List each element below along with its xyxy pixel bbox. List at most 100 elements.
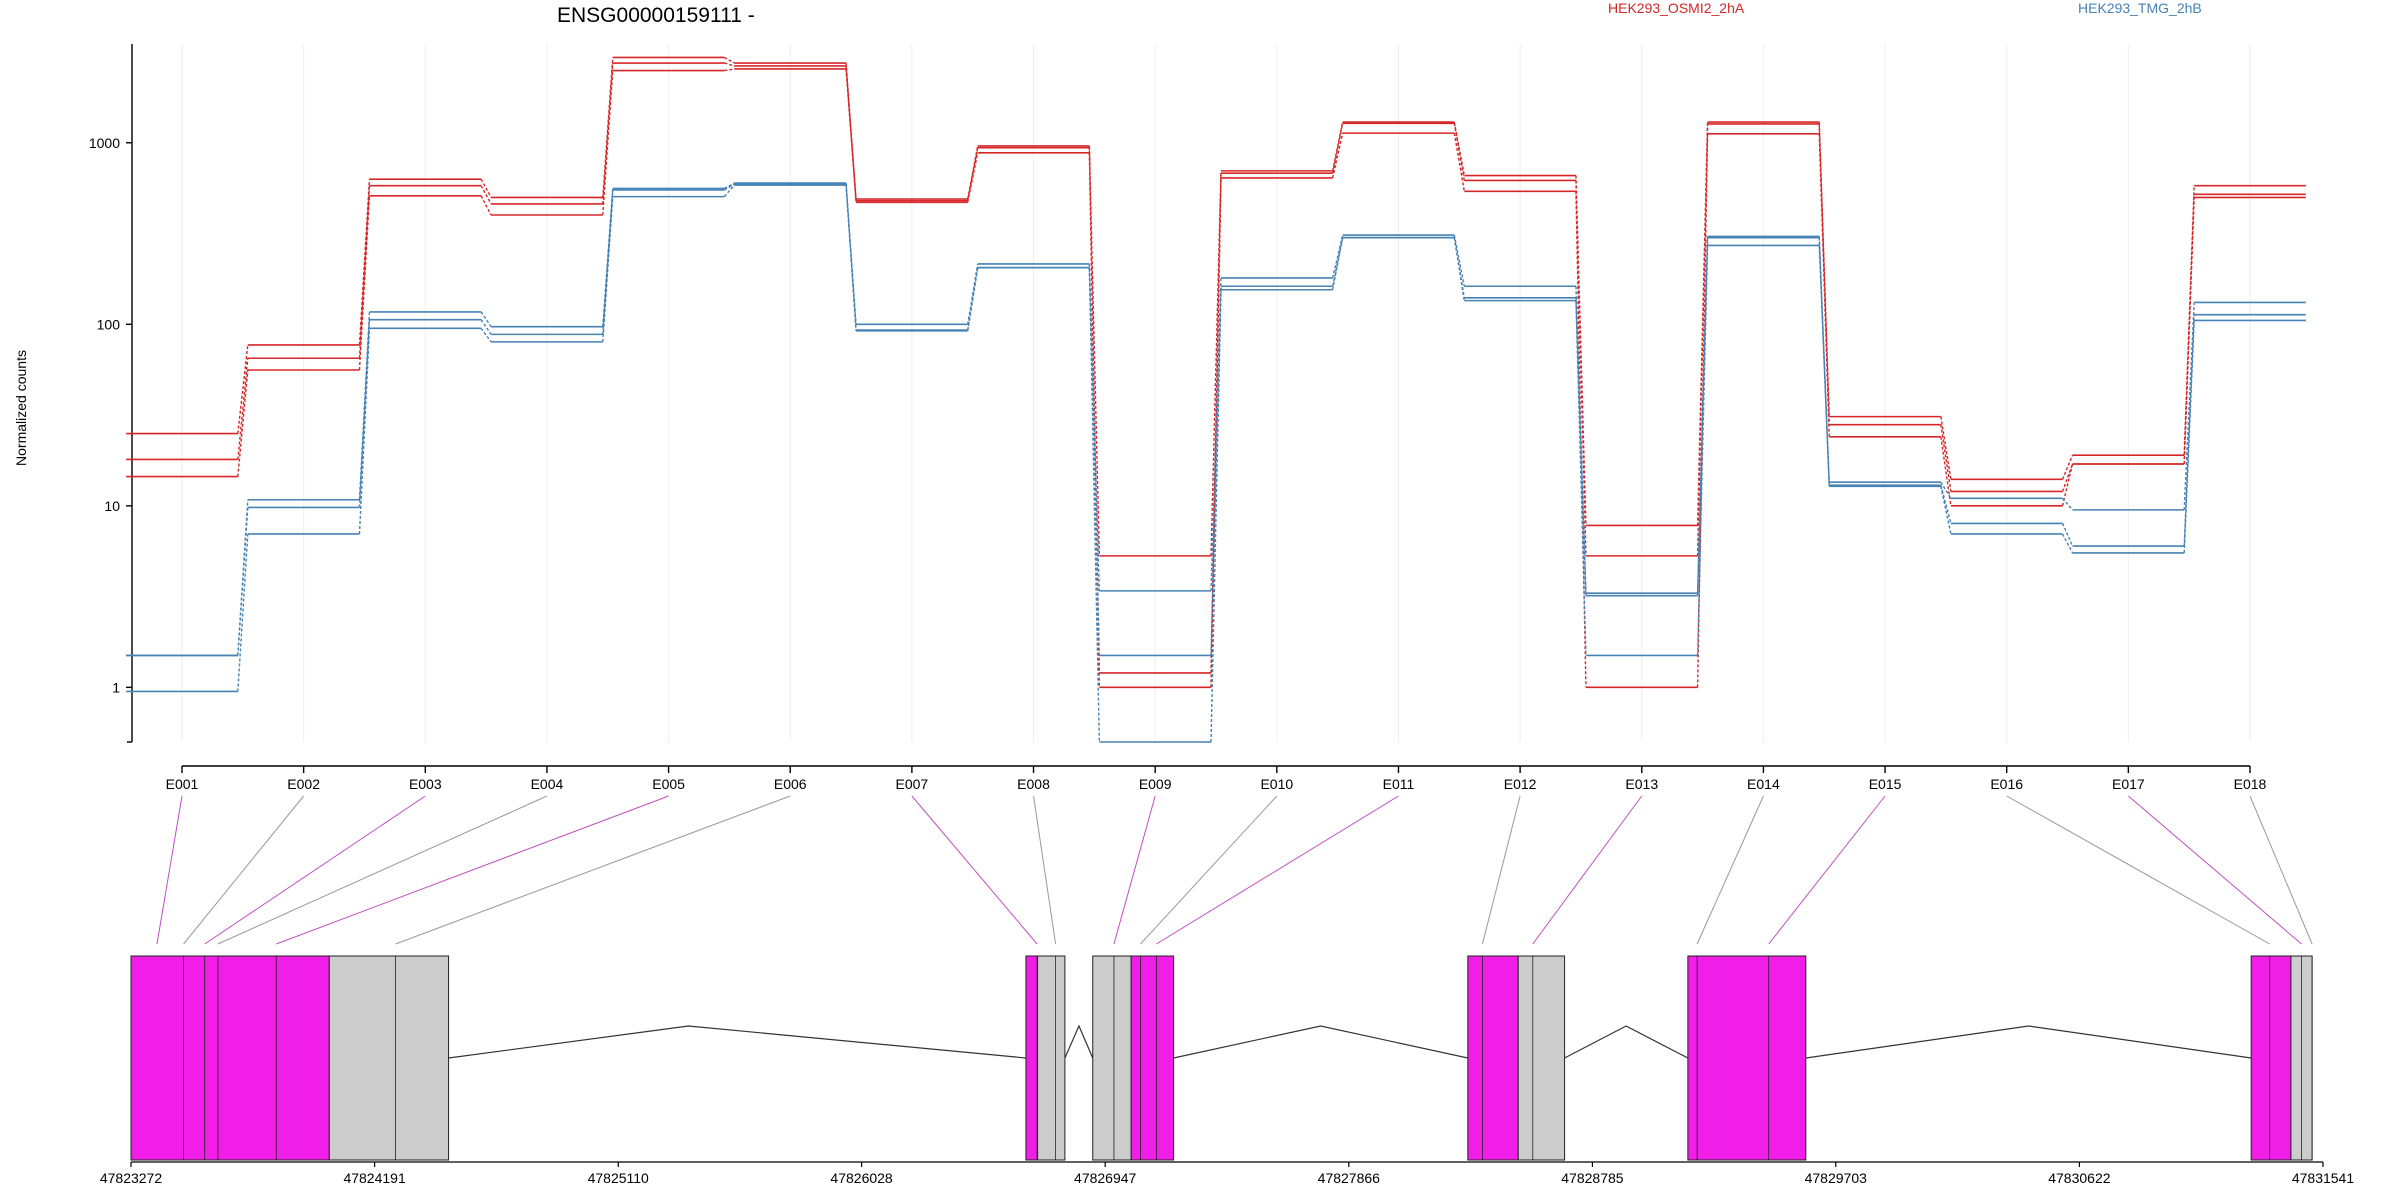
- series-connector: [1088, 267, 1101, 743]
- series-connector: [1940, 424, 1952, 492]
- series-connector: [845, 65, 857, 201]
- series-connector: [1940, 481, 1952, 499]
- series-connector: [1331, 121, 1344, 172]
- series-connector: [237, 533, 249, 692]
- x-tick-label: E017: [2112, 776, 2145, 792]
- grid-lines: [181, 44, 2251, 742]
- series-connector: [724, 62, 735, 67]
- exon-block: [1130, 955, 1175, 1161]
- legend-entry-osmi2: HEK293_OSMI2_2hA: [1608, 0, 1745, 16]
- series-connector: [724, 182, 735, 190]
- genomic-tick-label: 47828785: [1561, 1170, 1624, 1186]
- series-connector: [724, 68, 735, 72]
- exon-connector: [204, 795, 426, 945]
- exon-block: [2250, 955, 2292, 1161]
- series-connector: [967, 147, 979, 201]
- exon-connectors: [156, 795, 2313, 945]
- series-hek293_tmg_2hb-3: [126, 182, 2306, 657]
- x-tick-label: E012: [1504, 776, 1537, 792]
- series-connector: [1575, 300, 1587, 656]
- series-connector: [1331, 123, 1344, 174]
- x-tick-label: E018: [2234, 776, 2267, 792]
- genomic-tick-label: 47825110: [588, 1170, 649, 1186]
- x-tick-label: E005: [652, 776, 685, 792]
- x-tick-label: E011: [1383, 776, 1415, 792]
- series-connector: [1940, 486, 1952, 535]
- series-connector: [1210, 177, 1222, 688]
- genomic-tick-label: 47829703: [1805, 1170, 1868, 1186]
- utr-block: [328, 955, 450, 1161]
- series-connector: [237, 507, 249, 656]
- exon-connector: [1033, 795, 1057, 945]
- series-connector: [1818, 133, 1830, 437]
- exon-connector: [1140, 795, 1278, 945]
- x-tick-label: E008: [1017, 776, 1050, 792]
- series-connector: [967, 145, 979, 200]
- utr-block: [1517, 955, 1566, 1161]
- x-tick-label: E001: [166, 776, 199, 792]
- exon-connector: [2249, 795, 2313, 945]
- series-connector: [602, 70, 614, 216]
- series-connector: [2183, 320, 2195, 553]
- series-connector: [1940, 416, 1952, 480]
- exon-block: [1025, 955, 1039, 1161]
- series-connector: [480, 178, 492, 198]
- series-connector: [1088, 145, 1101, 556]
- series-connector: [358, 185, 371, 359]
- genomic-tick-label: 47823272: [100, 1170, 163, 1186]
- series-connector: [480, 319, 492, 335]
- series-connector: [2061, 454, 2074, 480]
- series-connector: [358, 319, 371, 508]
- genomic-tick-label: 47824191: [343, 1170, 406, 1186]
- y-axis: 1 10 100 1000: [89, 44, 133, 743]
- exon-connector: [1113, 795, 1156, 945]
- exon-block: [130, 955, 330, 1161]
- exon-connector: [2006, 795, 2270, 945]
- series-connector: [1331, 132, 1344, 179]
- exon-connector: [1696, 795, 1764, 945]
- series-connector: [480, 327, 492, 343]
- series-connector: [724, 56, 735, 64]
- series-connector: [1696, 236, 1709, 594]
- series-connector: [1210, 289, 1222, 743]
- exon-connector: [395, 795, 791, 945]
- series-connector: [1210, 286, 1222, 656]
- y-axis-label: Normalized counts: [13, 350, 29, 466]
- utr-block: [1092, 955, 1132, 1161]
- x-tick-label: E014: [1747, 776, 1780, 792]
- genomic-tick-label: 47830622: [2048, 1170, 2111, 1186]
- series-connector: [480, 185, 492, 205]
- x-tick-label: E007: [896, 776, 929, 792]
- series-connector: [237, 369, 249, 477]
- series-connector: [2061, 533, 2074, 554]
- genomic-tick-label: 47827866: [1318, 1170, 1381, 1186]
- gene-model: [130, 955, 2313, 1161]
- series-connector: [480, 311, 492, 328]
- series-connector: [1818, 237, 1830, 486]
- series-connector: [1088, 267, 1101, 656]
- x-tick-label: E016: [1990, 776, 2023, 792]
- exon-connector: [217, 795, 548, 945]
- series-connector: [358, 328, 371, 534]
- exon-connector: [911, 795, 1038, 945]
- y-tick-label: 10: [104, 498, 120, 514]
- y-tick-label: 1: [112, 679, 120, 695]
- x-tick-label: E006: [774, 776, 807, 792]
- exon-block: [1687, 955, 1807, 1161]
- series-connector: [1940, 436, 1952, 506]
- x-tick-label: E004: [531, 776, 564, 792]
- series-connector: [358, 179, 371, 345]
- series-connector: [2183, 197, 2195, 465]
- series-connector: [480, 195, 492, 216]
- series-connector: [1331, 237, 1344, 290]
- series-connector: [237, 358, 249, 460]
- series-connector: [845, 182, 857, 325]
- x-tick-label: E009: [1139, 776, 1172, 792]
- series-connector: [1088, 263, 1101, 591]
- series-connector: [602, 189, 614, 335]
- intron-line: [1064, 1024, 1094, 1059]
- exon-connector: [1768, 795, 1886, 945]
- y-tick-label: 100: [97, 316, 121, 332]
- chart-title: ENSG00000159111 -: [557, 4, 755, 27]
